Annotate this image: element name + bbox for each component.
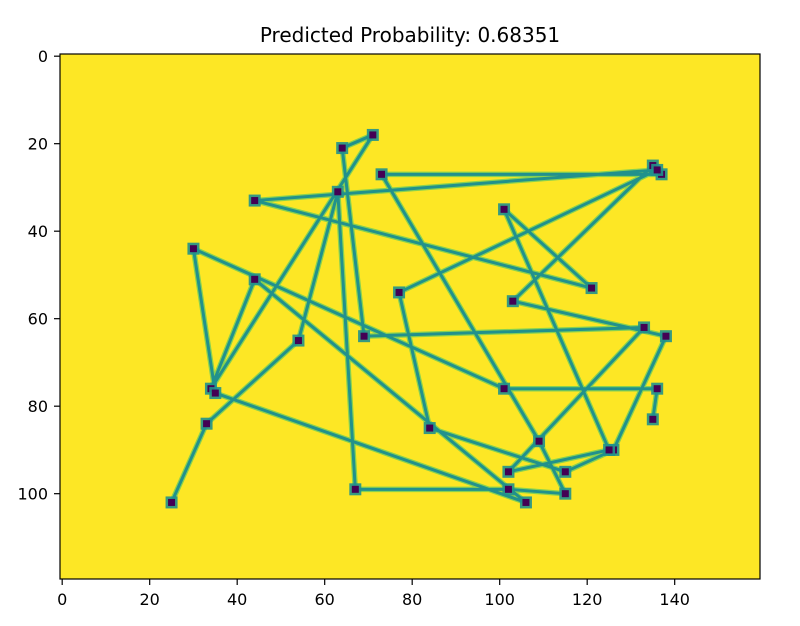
data-point: [522, 498, 530, 506]
y-tick-label: 20: [28, 135, 48, 154]
data-point: [294, 337, 302, 345]
data-point: [334, 188, 342, 196]
data-point: [203, 420, 211, 428]
y-tick-label: 40: [28, 222, 48, 241]
data-point: [369, 131, 377, 139]
data-point: [378, 170, 386, 178]
data-point: [504, 485, 512, 493]
data-point: [653, 385, 661, 393]
data-point: [189, 245, 197, 253]
data-point: [561, 490, 569, 498]
y-tick-label: 0: [38, 47, 48, 66]
x-axis: 0 20 40 60 80 100 120 140: [57, 579, 690, 609]
x-tick-label: 120: [572, 590, 603, 609]
y-axis: 0 20 40 60 80 100: [17, 47, 60, 504]
data-point: [500, 205, 508, 213]
marker-layer: [165, 128, 672, 509]
data-point: [640, 323, 648, 331]
y-tick-label: 60: [28, 310, 48, 329]
x-tick-label: 40: [227, 590, 247, 609]
data-point: [251, 275, 259, 283]
x-tick-label: 60: [315, 590, 335, 609]
data-point: [338, 144, 346, 152]
x-tick-label: 80: [402, 590, 422, 609]
data-point: [535, 437, 543, 445]
y-tick-label: 100: [17, 485, 48, 504]
data-point: [500, 385, 508, 393]
data-point: [504, 468, 512, 476]
x-tick-label: 0: [57, 590, 67, 609]
data-point: [395, 288, 403, 296]
data-point: [426, 424, 434, 432]
data-point: [360, 332, 368, 340]
x-tick-label: 140: [659, 590, 690, 609]
data-point: [509, 297, 517, 305]
x-tick-label: 100: [484, 590, 515, 609]
data-point: [662, 332, 670, 340]
data-point: [251, 197, 259, 205]
data-point: [649, 415, 657, 423]
data-point: [605, 446, 613, 454]
x-tick-label: 20: [140, 590, 160, 609]
data-point: [561, 468, 569, 476]
data-point: [168, 498, 176, 506]
data-point: [351, 485, 359, 493]
data-point: [653, 166, 661, 174]
data-point: [211, 389, 219, 397]
chart-title: Predicted Probability: 0.68351: [260, 23, 560, 47]
plot-area: [59, 53, 761, 580]
data-point: [588, 284, 596, 292]
y-tick-label: 80: [28, 397, 48, 416]
